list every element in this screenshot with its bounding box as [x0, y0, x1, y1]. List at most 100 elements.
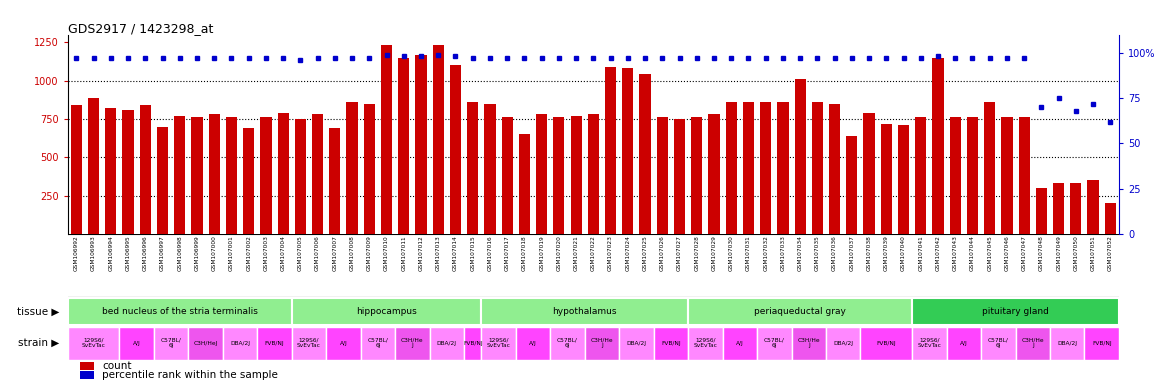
Text: pituitary gland: pituitary gland — [982, 307, 1049, 316]
Text: GSM106993: GSM106993 — [91, 235, 96, 271]
Bar — [71, 105, 82, 234]
Bar — [381, 45, 392, 234]
Text: 129S6/
SvEvTac: 129S6/ SvEvTac — [82, 338, 105, 348]
Bar — [347, 102, 357, 234]
Text: GSM107027: GSM107027 — [677, 235, 682, 271]
Bar — [691, 118, 702, 234]
Text: GSM107017: GSM107017 — [505, 235, 509, 271]
Text: GSM107039: GSM107039 — [884, 235, 889, 271]
Text: GSM107001: GSM107001 — [229, 235, 234, 271]
Text: GSM106997: GSM106997 — [160, 235, 165, 271]
Text: bed nucleus of the stria terminalis: bed nucleus of the stria terminalis — [102, 307, 258, 316]
Text: GSM107018: GSM107018 — [522, 235, 527, 271]
Bar — [536, 114, 548, 234]
Text: GSM106995: GSM106995 — [125, 235, 131, 271]
Text: GSM107019: GSM107019 — [540, 235, 544, 271]
Bar — [416, 55, 426, 234]
Bar — [778, 102, 788, 234]
Text: C57BL/
6J: C57BL/ 6J — [161, 338, 181, 348]
Bar — [326, 327, 361, 359]
Bar — [1054, 184, 1064, 234]
Text: A/J: A/J — [133, 341, 140, 346]
Text: FVB/NJ: FVB/NJ — [1092, 341, 1112, 346]
Bar — [68, 298, 292, 326]
Text: DBA/2J: DBA/2J — [626, 341, 646, 346]
Bar — [639, 74, 651, 234]
Text: GSM107032: GSM107032 — [763, 235, 769, 271]
Text: A/J: A/J — [529, 341, 537, 346]
Text: C3H/HeJ: C3H/HeJ — [194, 341, 217, 346]
Text: C57BL/
6J: C57BL/ 6J — [557, 338, 578, 348]
Bar — [1018, 118, 1030, 234]
Text: C57BL/
6J: C57BL/ 6J — [368, 338, 389, 348]
Text: 129S6/
SvEvTac: 129S6/ SvEvTac — [297, 338, 321, 348]
Bar — [450, 65, 461, 234]
Bar — [464, 327, 481, 359]
Text: GSM107025: GSM107025 — [642, 235, 647, 271]
Bar — [225, 118, 237, 234]
Text: GSM107047: GSM107047 — [1022, 235, 1027, 271]
Text: GSM107036: GSM107036 — [832, 235, 837, 271]
Text: 129S6/
SvEvTac: 129S6/ SvEvTac — [694, 338, 717, 348]
Text: GSM107012: GSM107012 — [418, 235, 424, 271]
Text: GSM107051: GSM107051 — [1091, 235, 1096, 271]
Bar — [188, 327, 223, 359]
Bar — [708, 114, 719, 234]
Text: GSM107045: GSM107045 — [987, 235, 992, 271]
Text: GSM106998: GSM106998 — [178, 235, 182, 271]
Bar — [1087, 180, 1099, 234]
Bar — [912, 298, 1119, 326]
Text: GSM106996: GSM106996 — [142, 235, 148, 271]
Bar — [932, 58, 944, 234]
Text: GSM107028: GSM107028 — [694, 235, 700, 271]
Bar — [105, 108, 117, 234]
Bar — [88, 98, 99, 234]
Bar — [585, 327, 619, 359]
Bar — [898, 125, 909, 234]
Bar — [623, 68, 633, 234]
Bar — [467, 102, 479, 234]
Text: GSM107034: GSM107034 — [798, 235, 802, 271]
Text: GDS2917 / 1423298_at: GDS2917 / 1423298_at — [68, 22, 213, 35]
Text: FVB/NJ: FVB/NJ — [661, 341, 681, 346]
Bar — [363, 104, 375, 234]
Bar — [861, 327, 912, 359]
Text: GSM107046: GSM107046 — [1004, 235, 1009, 271]
Text: GSM107000: GSM107000 — [211, 235, 217, 271]
Text: GSM107003: GSM107003 — [264, 235, 269, 271]
Text: percentile rank within the sample: percentile rank within the sample — [103, 370, 278, 380]
Text: GSM107008: GSM107008 — [349, 235, 355, 271]
Text: GSM107016: GSM107016 — [487, 235, 493, 271]
Bar — [743, 102, 755, 234]
Text: A/J: A/J — [340, 341, 347, 346]
Bar — [154, 327, 188, 359]
Bar — [398, 58, 410, 234]
Bar — [725, 102, 737, 234]
Text: hypothalamus: hypothalamus — [552, 307, 617, 316]
Text: C57BL/
6J: C57BL/ 6J — [764, 338, 785, 348]
Bar — [912, 327, 946, 359]
Bar — [157, 127, 168, 234]
Bar — [329, 128, 340, 234]
Text: C3H/He
J: C3H/He J — [798, 338, 820, 348]
Bar — [432, 45, 444, 234]
Bar — [554, 118, 564, 234]
Text: periaqueductal gray: periaqueductal gray — [755, 307, 846, 316]
Bar — [519, 134, 530, 234]
Text: GSM106999: GSM106999 — [195, 235, 200, 271]
Bar — [570, 116, 582, 234]
Text: GSM106992: GSM106992 — [74, 235, 79, 271]
Bar — [794, 79, 806, 234]
Bar — [1105, 204, 1115, 234]
Text: GSM107015: GSM107015 — [471, 235, 475, 271]
Text: count: count — [103, 361, 132, 371]
Text: C57BL/
6J: C57BL/ 6J — [988, 338, 1009, 348]
Text: GSM107021: GSM107021 — [573, 235, 578, 271]
Text: GSM107040: GSM107040 — [901, 235, 906, 271]
Text: DBA/2J: DBA/2J — [1057, 341, 1077, 346]
Bar — [656, 118, 668, 234]
Bar — [174, 116, 186, 234]
Bar — [847, 136, 857, 234]
Text: GSM107029: GSM107029 — [711, 235, 716, 271]
Bar — [257, 327, 292, 359]
